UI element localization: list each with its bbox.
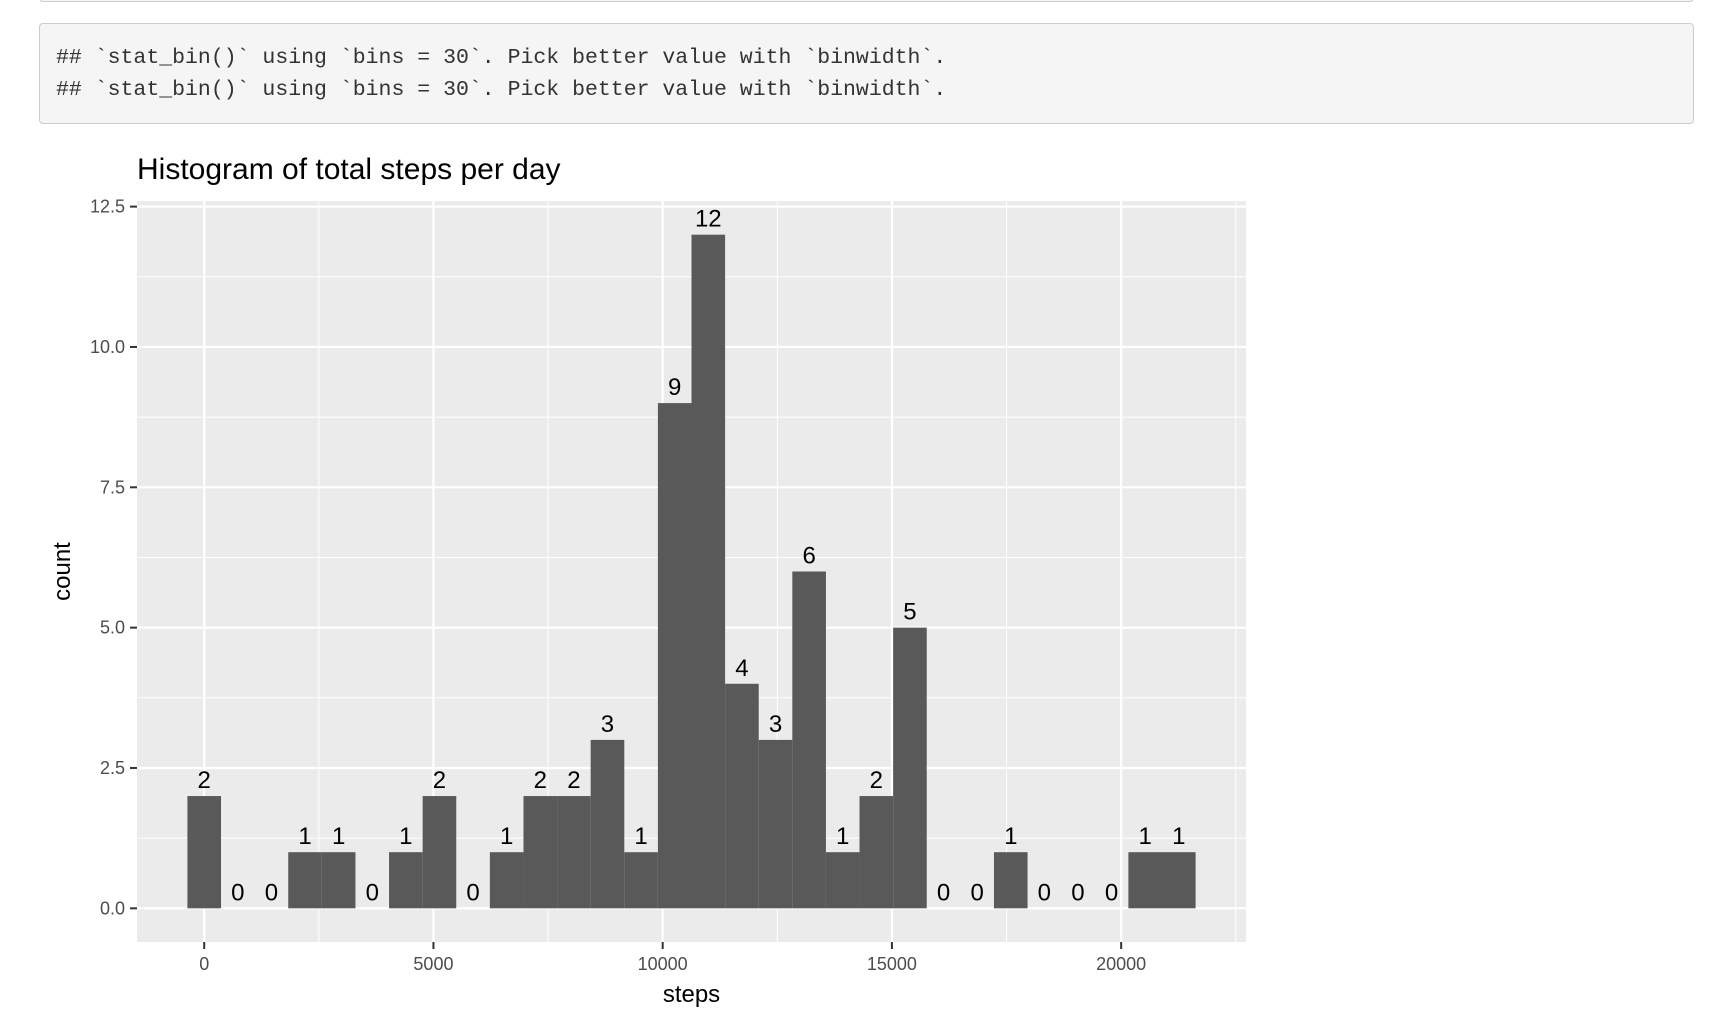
bar-count-label: 4 bbox=[735, 655, 748, 682]
y-tick-label: 7.5 bbox=[100, 477, 125, 497]
bar-count-label: 0 bbox=[970, 879, 983, 906]
bar-count-label: 1 bbox=[500, 823, 513, 850]
bar-count-label: 2 bbox=[567, 767, 580, 794]
x-tick-label: 15000 bbox=[867, 954, 917, 974]
histogram-bar bbox=[557, 796, 591, 909]
histogram-bar bbox=[691, 234, 726, 909]
histogram-bar bbox=[1161, 852, 1196, 909]
chart-title: Histogram of total steps per day bbox=[137, 153, 561, 186]
histogram-bar bbox=[1128, 852, 1162, 909]
bar-count-label: 0 bbox=[937, 879, 950, 906]
bar-count-label: 0 bbox=[1071, 879, 1084, 906]
bar-count-label: 6 bbox=[802, 543, 815, 570]
y-tick-label: 2.5 bbox=[100, 758, 125, 778]
x-tick-label: 0 bbox=[199, 954, 209, 974]
bar-count-label: 9 bbox=[668, 374, 681, 401]
bar-count-label: 2 bbox=[433, 767, 446, 794]
histogram-bar bbox=[758, 739, 793, 909]
console-output-block: ## `stat_bin()` using `bins = 30`. Pick … bbox=[39, 23, 1694, 124]
x-tick-label: 5000 bbox=[413, 954, 453, 974]
bar-count-label: 2 bbox=[870, 767, 883, 794]
bar-count-label: 0 bbox=[466, 879, 479, 906]
histogram-bar bbox=[725, 683, 759, 909]
histogram-bar bbox=[893, 627, 927, 909]
bar-count-label: 3 bbox=[601, 711, 614, 738]
x-tick-label: 10000 bbox=[638, 954, 688, 974]
bar-count-label: 0 bbox=[265, 879, 278, 906]
histogram-bar bbox=[657, 403, 692, 909]
x-tick-label: 20000 bbox=[1096, 954, 1146, 974]
bar-count-label: 0 bbox=[231, 879, 244, 906]
histogram-bars bbox=[187, 234, 1196, 909]
x-axis: 0 5000 10000 15000 20000 bbox=[199, 942, 1146, 974]
bar-count-label: 5 bbox=[903, 599, 916, 626]
console-output-line: ## `stat_bin()` using `bins = 30`. Pick … bbox=[56, 46, 947, 70]
y-axis: 0.0 2.5 5.0 7.5 10.0 12.5 bbox=[90, 197, 137, 918]
histogram-bar bbox=[321, 852, 356, 909]
y-axis-label: count bbox=[49, 542, 76, 601]
y-tick-label: 12.5 bbox=[90, 197, 125, 217]
bar-count-label: 1 bbox=[399, 823, 412, 850]
histogram-bar bbox=[792, 571, 826, 909]
bar-count-label: 2 bbox=[198, 767, 211, 794]
console-output-line: ## `stat_bin()` using `bins = 30`. Pick … bbox=[56, 78, 947, 102]
histogram-bar bbox=[389, 852, 423, 909]
histogram-bar bbox=[993, 852, 1028, 909]
histogram-bar bbox=[187, 796, 222, 909]
bar-count-label: 1 bbox=[1004, 823, 1017, 850]
histogram-bar bbox=[422, 796, 457, 909]
previous-code-block bbox=[39, 0, 1694, 2]
bar-count-label: 1 bbox=[634, 823, 647, 850]
bar-count-label: 1 bbox=[332, 823, 345, 850]
bar-count-label: 2 bbox=[534, 767, 547, 794]
bar-count-label: 3 bbox=[769, 711, 782, 738]
x-axis-label: steps bbox=[663, 981, 720, 1008]
y-tick-label: 5.0 bbox=[100, 618, 125, 638]
bar-count-label: 12 bbox=[695, 206, 722, 233]
histogram-bar bbox=[590, 739, 625, 909]
histogram-bar bbox=[859, 796, 894, 909]
histogram-bar bbox=[489, 852, 524, 909]
y-tick-label: 0.0 bbox=[100, 898, 125, 918]
bar-count-label: 0 bbox=[366, 879, 379, 906]
histogram-bar bbox=[825, 852, 860, 909]
y-tick-label: 10.0 bbox=[90, 337, 125, 357]
histogram-bar bbox=[624, 852, 658, 909]
bar-count-label: 1 bbox=[298, 823, 311, 850]
bar-count-label: 1 bbox=[836, 823, 849, 850]
bar-count-label: 1 bbox=[1172, 823, 1185, 850]
bar-count-label: 0 bbox=[1105, 879, 1118, 906]
bar-count-label: 0 bbox=[1038, 879, 1051, 906]
histogram-bar bbox=[523, 796, 558, 909]
bar-count-label: 1 bbox=[1139, 823, 1152, 850]
histogram-bar bbox=[288, 852, 322, 909]
